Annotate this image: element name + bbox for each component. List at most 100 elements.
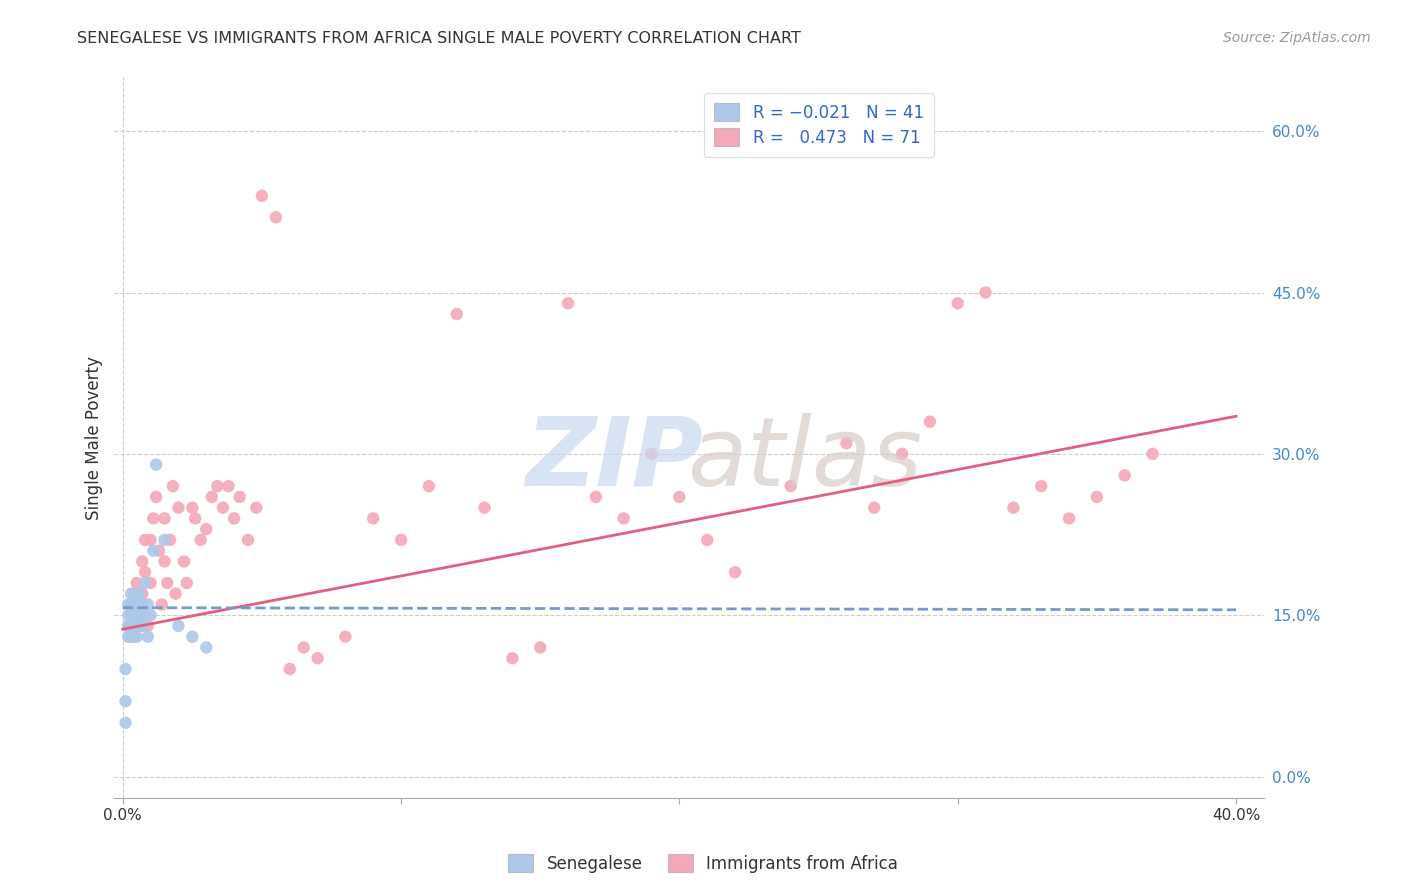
- Point: [117, 598, 139, 612]
- Point: [134, 565, 156, 579]
- Point: [1002, 500, 1025, 515]
- Point: [156, 576, 179, 591]
- Point: [125, 608, 148, 623]
- Point: [120, 587, 142, 601]
- Point: [696, 533, 718, 547]
- Point: [148, 543, 170, 558]
- Point: [117, 608, 139, 623]
- Point: [134, 608, 156, 623]
- Point: [114, 662, 136, 676]
- Point: [218, 479, 240, 493]
- Point: [207, 479, 229, 493]
- Point: [153, 554, 176, 568]
- Point: [779, 479, 801, 493]
- Point: [139, 533, 162, 547]
- Point: [120, 608, 142, 623]
- Point: [136, 630, 159, 644]
- Point: [131, 619, 153, 633]
- Point: [117, 630, 139, 644]
- Point: [134, 533, 156, 547]
- Point: [245, 500, 267, 515]
- Point: [128, 619, 150, 633]
- Point: [114, 715, 136, 730]
- Point: [557, 296, 579, 310]
- Point: [122, 619, 145, 633]
- Point: [863, 500, 886, 515]
- Point: [117, 619, 139, 633]
- Point: [585, 490, 607, 504]
- Point: [122, 608, 145, 623]
- Text: SENEGALESE VS IMMIGRANTS FROM AFRICA SINGLE MALE POVERTY CORRELATION CHART: SENEGALESE VS IMMIGRANTS FROM AFRICA SIN…: [77, 31, 801, 46]
- Point: [1031, 479, 1053, 493]
- Point: [142, 511, 165, 525]
- Point: [134, 576, 156, 591]
- Point: [474, 500, 496, 515]
- Point: [139, 608, 162, 623]
- Point: [446, 307, 468, 321]
- Point: [228, 490, 250, 504]
- Point: [307, 651, 329, 665]
- Point: [150, 598, 173, 612]
- Point: [222, 511, 245, 525]
- Point: [167, 500, 190, 515]
- Point: [120, 608, 142, 623]
- Point: [1114, 468, 1136, 483]
- Point: [122, 587, 145, 601]
- Point: [891, 447, 914, 461]
- Point: [1085, 490, 1108, 504]
- Text: Source: ZipAtlas.com: Source: ZipAtlas.com: [1223, 31, 1371, 45]
- Point: [120, 619, 142, 633]
- Point: [264, 211, 287, 225]
- Point: [128, 598, 150, 612]
- Point: [139, 576, 162, 591]
- Point: [131, 554, 153, 568]
- Point: [165, 587, 187, 601]
- Text: atlas: atlas: [686, 413, 921, 506]
- Point: [201, 490, 224, 504]
- Point: [640, 447, 662, 461]
- Legend: R = −0.021   N = 41, R =   0.473   N = 71: R = −0.021 N = 41, R = 0.473 N = 71: [704, 93, 934, 157]
- Point: [122, 630, 145, 644]
- Point: [835, 436, 858, 450]
- Point: [162, 479, 184, 493]
- Point: [1057, 511, 1080, 525]
- Point: [128, 587, 150, 601]
- Point: [176, 576, 198, 591]
- Point: [125, 608, 148, 623]
- Point: [142, 543, 165, 558]
- Point: [131, 587, 153, 601]
- Point: [120, 630, 142, 644]
- Point: [181, 630, 204, 644]
- Point: [212, 500, 235, 515]
- Point: [128, 619, 150, 633]
- Point: [361, 511, 384, 525]
- Point: [946, 296, 969, 310]
- Point: [153, 533, 176, 547]
- Point: [125, 619, 148, 633]
- Point: [120, 598, 142, 612]
- Point: [335, 630, 357, 644]
- Point: [125, 576, 148, 591]
- Point: [236, 533, 259, 547]
- Point: [529, 640, 551, 655]
- Point: [120, 598, 142, 612]
- Point: [145, 458, 167, 472]
- Point: [724, 565, 747, 579]
- Y-axis label: Single Male Poverty: Single Male Poverty: [86, 356, 103, 520]
- Point: [125, 630, 148, 644]
- Point: [145, 490, 167, 504]
- Point: [278, 662, 301, 676]
- Point: [136, 598, 159, 612]
- Point: [292, 640, 315, 655]
- Point: [167, 619, 190, 633]
- Point: [136, 619, 159, 633]
- Point: [128, 608, 150, 623]
- Point: [173, 554, 195, 568]
- Point: [125, 598, 148, 612]
- Point: [190, 533, 212, 547]
- Point: [131, 608, 153, 623]
- Point: [159, 533, 181, 547]
- Point: [195, 522, 218, 536]
- Legend: Senegalese, Immigrants from Africa: Senegalese, Immigrants from Africa: [502, 847, 904, 880]
- Point: [418, 479, 440, 493]
